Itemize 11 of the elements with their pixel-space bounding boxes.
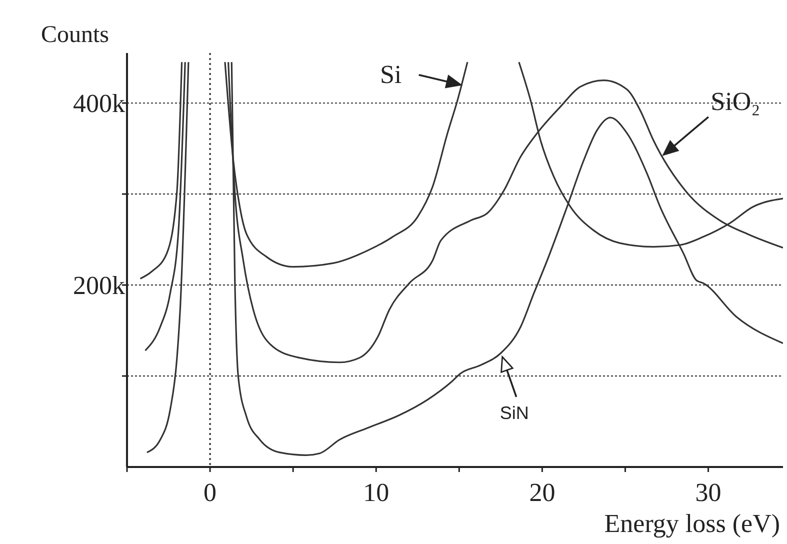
annotation: Si: [380, 60, 402, 89]
x-axis-title: Energy loss (eV): [604, 509, 780, 538]
x-tick-label: 0: [204, 478, 217, 507]
y-tick-label: 400k: [73, 89, 125, 118]
x-tick-label: 20: [529, 478, 556, 507]
annotation: SiN: [500, 402, 529, 423]
y-tick-label: 200k: [73, 271, 125, 300]
y-axis-title: Counts: [40, 22, 110, 48]
x-tick-label: 10: [363, 478, 390, 507]
annotation: SiO₂: [710, 86, 760, 116]
x-tick-label: 30: [695, 478, 722, 507]
